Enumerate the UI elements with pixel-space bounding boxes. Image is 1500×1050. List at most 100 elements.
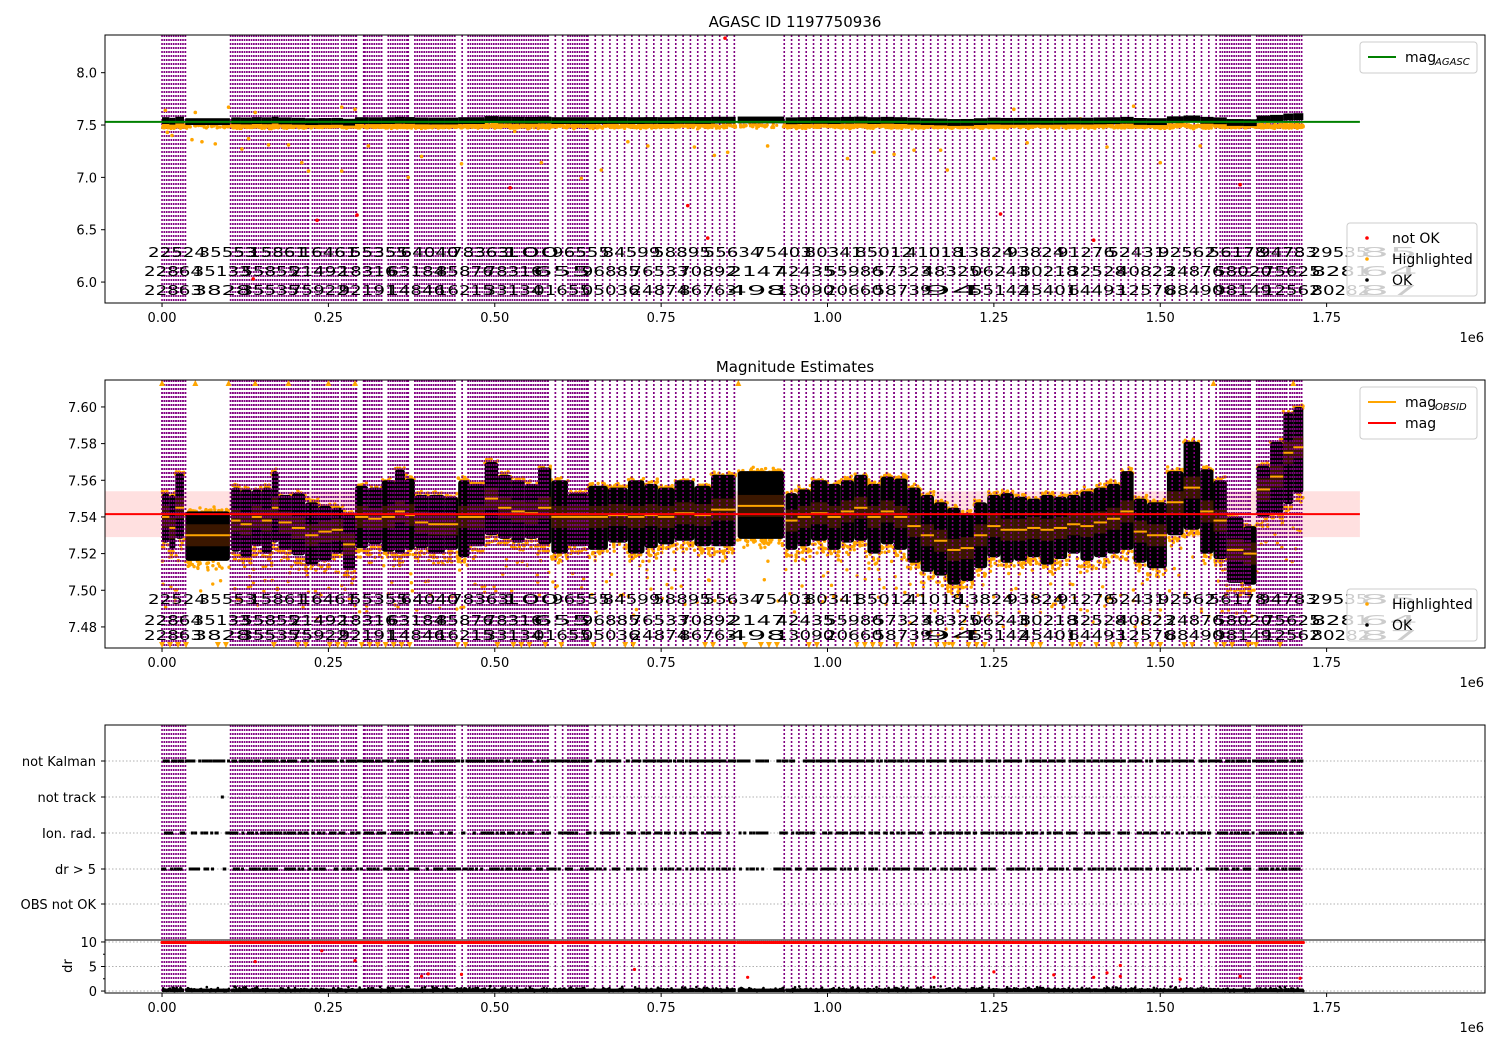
- obsid-label: 35553: [199, 246, 257, 261]
- highlighted-point: [479, 124, 483, 128]
- highlighted-point: [556, 561, 561, 565]
- highlighted-point: [483, 124, 487, 129]
- highlighted-point: [744, 123, 748, 128]
- highlighted-point: [224, 507, 229, 512]
- highlighted-point: [1162, 126, 1166, 130]
- highlighted-point: [883, 123, 887, 127]
- highlighted-point: [488, 123, 492, 128]
- highlighted-point: [339, 105, 344, 110]
- not-ok-point: [1238, 182, 1242, 187]
- highlighted-point: [796, 125, 800, 129]
- highlighted-point: [456, 476, 461, 480]
- highlighted-point: [916, 125, 920, 129]
- ok-points-band: [231, 117, 241, 125]
- highlighted-point: [633, 125, 638, 129]
- highlighted-point: [692, 145, 697, 149]
- highlighted-point: [623, 126, 627, 131]
- highlighted-point: [579, 176, 584, 181]
- not-ok-point: [508, 186, 512, 190]
- highlighted-point: [384, 124, 388, 129]
- highlighted-point: [940, 124, 944, 129]
- highlighted-point: [356, 126, 360, 130]
- ok-points-band: [827, 117, 841, 124]
- highlighted-point: [910, 127, 914, 131]
- highlighted-point: [897, 125, 901, 129]
- highlighted-point: [387, 125, 391, 129]
- highlighted-point: [274, 125, 278, 130]
- highlighted-point: [561, 124, 565, 128]
- x-tick-label: 0.00: [148, 311, 177, 326]
- highlighted-point: [409, 572, 413, 576]
- panel-agasc-offset-label: 1e6: [1459, 331, 1484, 346]
- highlighted-point: [220, 508, 224, 512]
- highlighted-point: [684, 547, 689, 551]
- highlighted-point: [1212, 124, 1217, 128]
- highlighted-point: [472, 124, 476, 128]
- highlighted-point: [345, 126, 349, 130]
- highlighted-point: [419, 154, 424, 159]
- y-tick-label: 6.5: [76, 224, 97, 239]
- highlighted-point: [604, 579, 609, 584]
- highlighted-point: [826, 124, 830, 128]
- highlighted-point: [554, 125, 559, 129]
- highlighted-point: [221, 125, 225, 129]
- highlighted-point: [714, 124, 718, 128]
- highlighted-point: [422, 124, 427, 128]
- highlighted-point: [894, 125, 898, 129]
- highlighted-point: [599, 168, 604, 172]
- highlighted-point: [1012, 107, 1016, 112]
- highlighted-point: [1138, 125, 1142, 129]
- highlighted-point: [446, 125, 450, 129]
- highlighted-point: [647, 559, 651, 563]
- ok-points-band: [162, 117, 170, 124]
- highlighted-point: [295, 124, 299, 128]
- highlighted-point: [872, 124, 876, 128]
- highlighted-point: [609, 125, 613, 130]
- highlighted-point: [841, 124, 845, 128]
- highlighted-point: [211, 563, 215, 568]
- highlighted-point: [1093, 124, 1097, 128]
- obsid-label: 56178: [1209, 246, 1267, 261]
- highlighted-point: [212, 505, 216, 509]
- highlighted-point: [695, 127, 700, 131]
- highlighted-point: [784, 125, 789, 129]
- highlighted-point: [615, 123, 619, 127]
- highlighted-point: [551, 125, 556, 129]
- highlighted-point: [590, 481, 595, 486]
- highlighted-point: [751, 124, 755, 128]
- highlighted-point: [431, 123, 435, 128]
- legend-subscript: AGASC: [1434, 57, 1470, 68]
- highlighted-point: [1034, 124, 1038, 128]
- highlighted-point: [1206, 125, 1210, 129]
- highlighted-point: [775, 123, 779, 127]
- highlighted-point: [497, 124, 501, 128]
- highlighted-point: [935, 126, 939, 130]
- highlighted-point: [457, 568, 462, 572]
- highlighted-point: [679, 124, 683, 128]
- highlighted-point: [967, 126, 971, 130]
- highlighted-point: [500, 125, 504, 129]
- x-tick-label: 1.25: [979, 311, 1008, 326]
- highlighted-point: [1119, 126, 1123, 130]
- ok-points-band: [627, 117, 645, 124]
- highlighted-point: [1176, 123, 1180, 127]
- obsid-label: 85012: [855, 246, 913, 261]
- ok-points-band: [797, 117, 811, 124]
- panel-agasc-plot-area: 2252435553158611646155355640407836310096…: [105, 35, 1418, 303]
- highlighted-point: [906, 125, 911, 129]
- y-tick-label: 6.0: [76, 276, 97, 291]
- highlighted-point: [257, 123, 262, 127]
- y-tick-label: 7.5: [76, 119, 97, 134]
- ok-points-band: [587, 117, 608, 124]
- highlighted-point: [371, 123, 375, 128]
- legend-dot-swatch: [1365, 278, 1369, 282]
- highlighted-point: [646, 144, 650, 148]
- highlighted-point: [809, 124, 814, 128]
- highlighted-point: [1200, 124, 1205, 128]
- highlighted-point: [1260, 125, 1264, 129]
- highlighted-point: [508, 123, 513, 127]
- highlighted-point: [436, 125, 440, 129]
- highlighted-point: [892, 152, 896, 157]
- highlighted-point: [581, 125, 586, 129]
